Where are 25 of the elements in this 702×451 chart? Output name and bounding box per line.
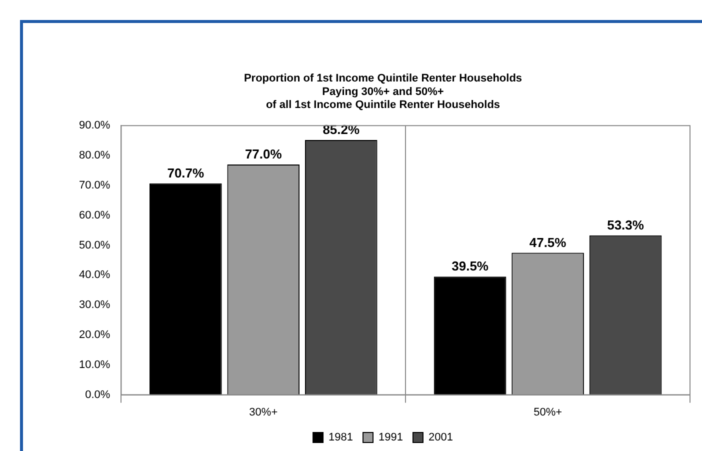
text: Proportion of 1st Income Quintile Renter Households <box>244 72 522 85</box>
y-tick-label: 60.0% <box>78 209 110 222</box>
legend-label: 2001 <box>428 432 453 444</box>
y-tick-label: 90.0% <box>78 120 110 132</box>
bar <box>434 276 506 395</box>
y-tick-label: 80.0% <box>78 150 110 162</box>
y-tick-label: 40.0% <box>78 269 110 282</box>
data-label: 77.0% <box>244 146 282 162</box>
data-label: 53.3% <box>607 217 644 232</box>
y-tick-label: 50.0% <box>78 239 110 252</box>
text: of all 1st Income Quintile Renter Households <box>266 99 500 112</box>
legend-label: 1981 <box>328 432 354 444</box>
data-label: 70.7% <box>167 165 205 180</box>
y-tick-label: 70.0% <box>78 179 110 192</box>
data-label: 47.5% <box>529 234 567 250</box>
y-tick-label: 0.0% <box>85 388 110 401</box>
y-tick-label: 10.0% <box>78 358 110 371</box>
legend-label: 1991 <box>378 432 403 444</box>
y-tick-label: 30.0% <box>78 299 110 312</box>
x-tick-label: 30%+ <box>249 406 278 418</box>
data-label: 39.5% <box>452 258 489 274</box>
text: Paying 30%+ and 50%+ <box>322 86 444 98</box>
y-tick-label: 20.0% <box>78 329 110 342</box>
bar <box>150 183 222 395</box>
x-tick-label: 50%+ <box>534 406 562 418</box>
